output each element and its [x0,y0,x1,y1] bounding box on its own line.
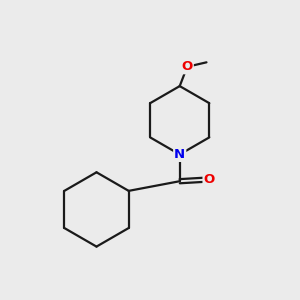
Text: N: N [174,148,185,161]
Text: O: O [203,173,215,186]
Text: O: O [182,60,193,73]
